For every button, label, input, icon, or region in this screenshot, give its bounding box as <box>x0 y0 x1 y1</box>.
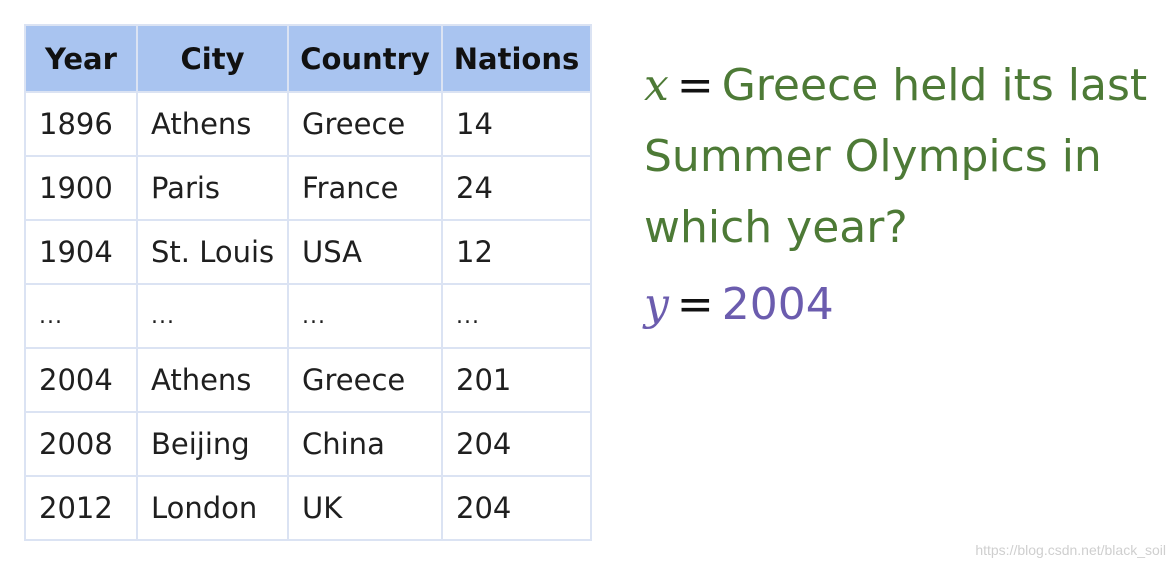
table-header-row: Year City Country Nations <box>24 24 592 93</box>
cell-country: UK <box>287 475 443 541</box>
answer-text: 2004 <box>721 279 834 330</box>
header-city: City <box>136 24 289 93</box>
cell-nations: 24 <box>441 155 592 221</box>
cell-year: 2004 <box>24 347 138 413</box>
table-row: 1896 Athens Greece 14 <box>24 91 592 157</box>
table-row: 2004 Athens Greece 201 <box>24 347 592 413</box>
x-variable: x <box>644 60 669 111</box>
cell-city: ... <box>136 283 289 349</box>
header-country: Country <box>287 24 443 93</box>
table-row: 1904 St. Louis USA 12 <box>24 219 592 285</box>
cell-nations: 201 <box>441 347 592 413</box>
cell-year: 2012 <box>24 475 138 541</box>
question-equals-sign: = <box>676 60 714 111</box>
cell-year: 1896 <box>24 91 138 157</box>
cell-country: ... <box>287 283 443 349</box>
cell-city: Paris <box>136 155 289 221</box>
cell-nations: 12 <box>441 219 592 285</box>
cell-city: Athens <box>136 347 289 413</box>
header-nations: Nations <box>441 24 592 93</box>
cell-year: 1900 <box>24 155 138 221</box>
answer-equals-sign: = <box>676 279 714 330</box>
question-line: x = Greece held its last Summer Olympics i… <box>644 50 1164 263</box>
cell-nations: ... <box>441 283 592 349</box>
cell-year: ... <box>24 283 138 349</box>
cell-country: China <box>287 411 443 477</box>
cell-nations: 14 <box>441 91 592 157</box>
question-answer-panel: x = Greece held its last Summer Olympics i… <box>644 50 1164 335</box>
cell-country: France <box>287 155 443 221</box>
cell-year: 2008 <box>24 411 138 477</box>
cell-city: St. Louis <box>136 219 289 285</box>
cell-city: Athens <box>136 91 289 157</box>
cell-country: Greece <box>287 347 443 413</box>
cell-nations: 204 <box>441 411 592 477</box>
watermark-url: https://blog.csdn.net/black_soil <box>975 542 1166 558</box>
cell-country: USA <box>287 219 443 285</box>
olympics-table: Year City Country Nations 1896 Athens Gr… <box>24 24 592 541</box>
question-text: Greece held its last Summer Olympics in … <box>644 60 1148 253</box>
table-row: 2012 London UK 204 <box>24 475 592 541</box>
y-variable: y <box>644 279 669 330</box>
cell-year: 1904 <box>24 219 138 285</box>
table-row-ellipsis: ... ... ... ... <box>24 283 592 349</box>
cell-country: Greece <box>287 91 443 157</box>
answer-line: y = 2004 <box>644 275 1164 335</box>
olympics-table-container: Year City Country Nations 1896 Athens Gr… <box>24 24 592 541</box>
table-row: 1900 Paris France 24 <box>24 155 592 221</box>
table-row: 2008 Beijing China 204 <box>24 411 592 477</box>
cell-city: London <box>136 475 289 541</box>
cell-city: Beijing <box>136 411 289 477</box>
header-year: Year <box>24 24 138 93</box>
cell-nations: 204 <box>441 475 592 541</box>
